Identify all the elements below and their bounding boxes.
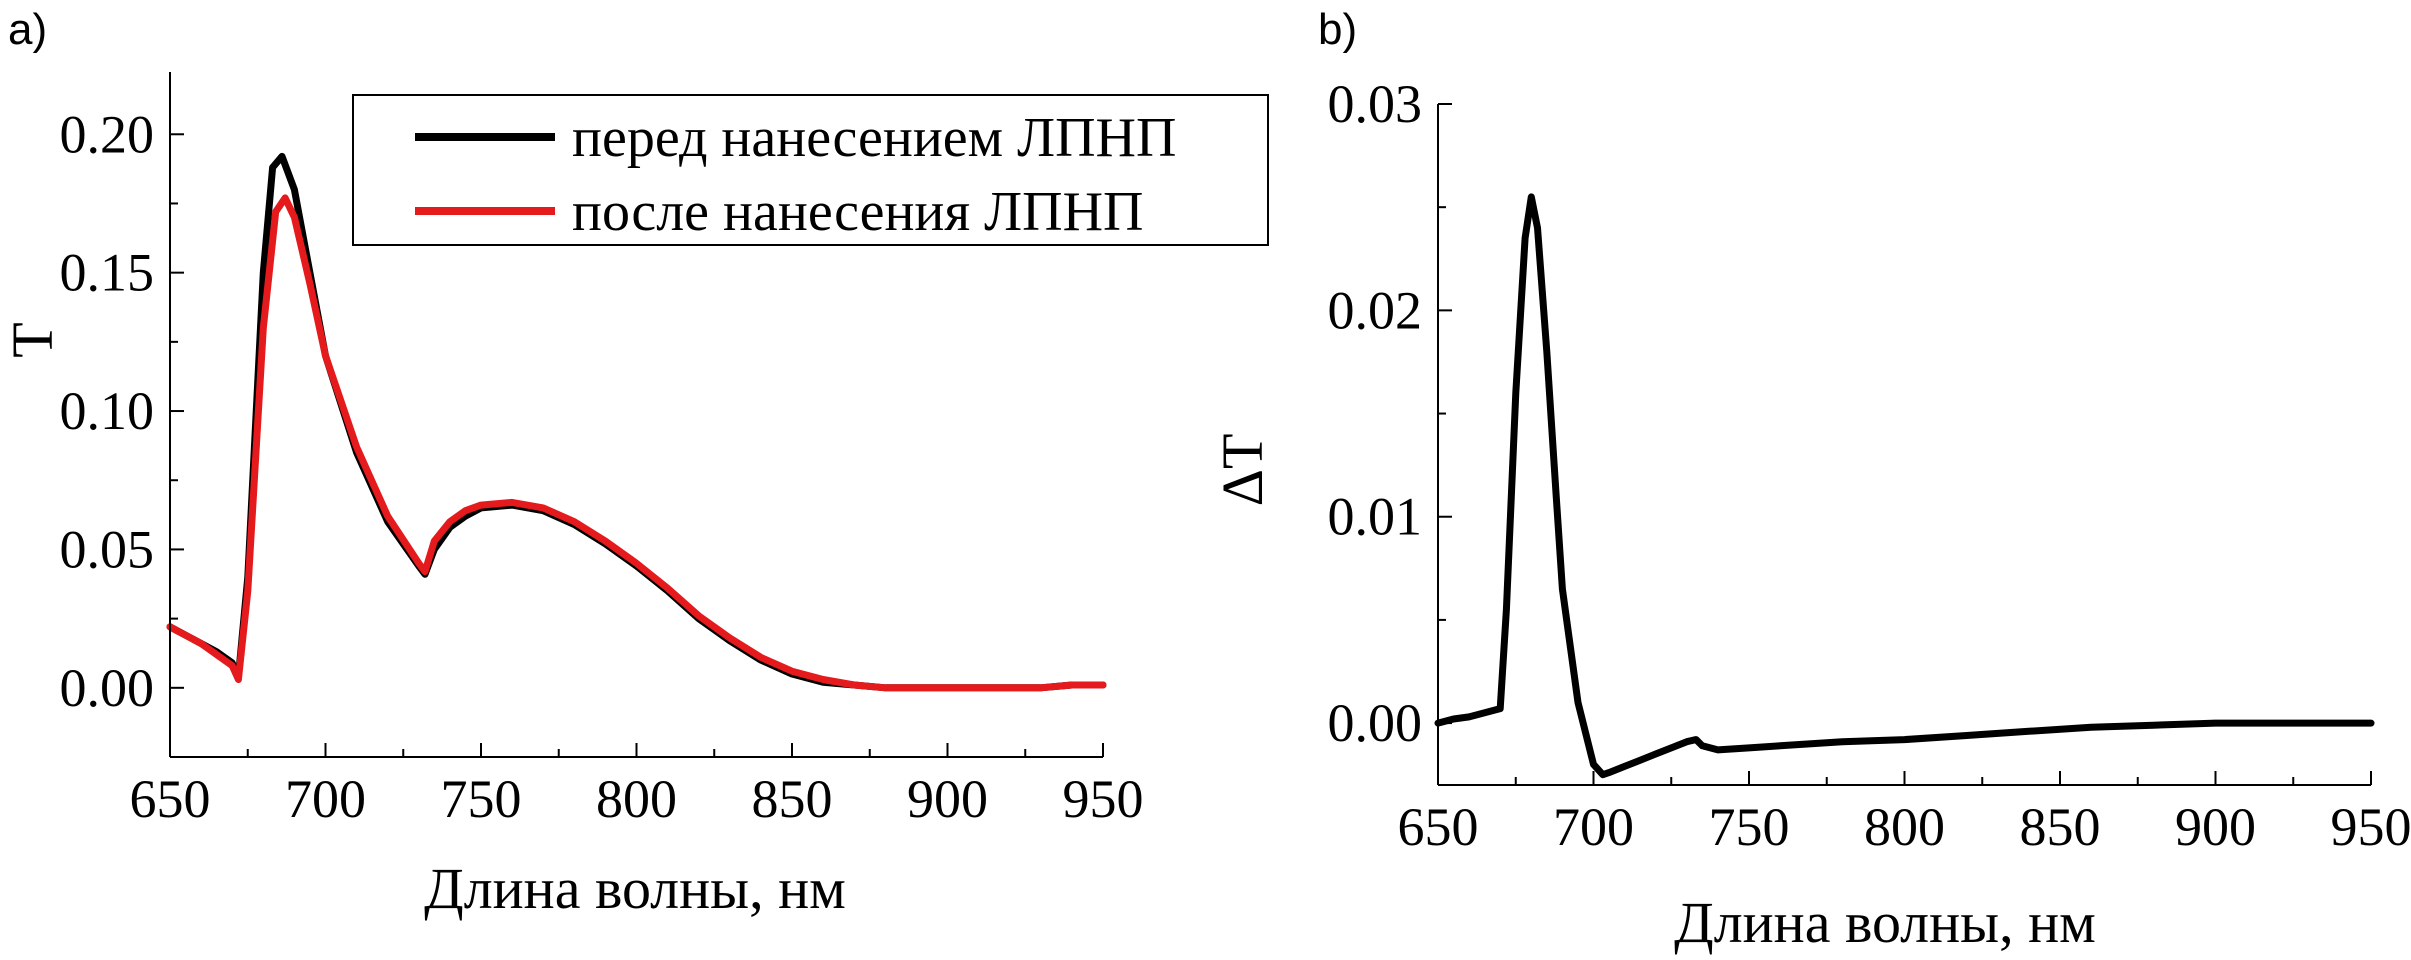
legend-label-after: после нанесения ЛПНП [572,181,1143,243]
x-tick-label: 900 [907,769,988,829]
x-tick-label: 650 [130,769,211,829]
panel-a-ylabel: T [0,322,65,357]
panel-a-label: a) [8,5,47,54]
panel-b-series-group [1434,193,2375,779]
panel-a-series-group [166,152,1107,692]
y-tick-label: 0.00 [60,658,155,718]
y-tick-label: 0.03 [1328,74,1423,134]
panel-a-chart: a) 650 700 750 800 850 900 950 0.00 0.05 0.10 0.15… [0,5,1269,921]
y-tick-label: 0.15 [60,243,155,303]
legend-label-before: перед нанесением ЛПНП [572,107,1176,169]
panel-a-axes: 650 700 750 800 850 900 950 0.00 0.05 0.10 0.15 0.2… [60,72,1144,829]
legend-frame [352,94,1269,246]
x-tick-label: 650 [1398,797,1479,857]
panel-b-axes: 650 700 750 800 850 900 950 0.00 0.01 0.02 0.03 [1328,74,2411,857]
y-tick-label: 0.01 [1328,487,1423,547]
panel-b-ylabel: ΔT [1210,434,1275,507]
x-tick-label: 750 [1709,797,1790,857]
x-tick-label: 700 [1553,797,1634,857]
x-tick-label: 950 [2331,797,2411,857]
x-tick-label: 700 [285,769,366,829]
panel-a-xlabel: Длина волны, нм [424,856,846,921]
x-tick-label: 900 [2175,797,2256,857]
y-tick-label: 0.02 [1328,280,1423,340]
y-tick-label: 0.00 [1328,693,1423,753]
x-tick-label: 850 [2020,797,2101,857]
panel-b-xlabel: Длина волны, нм [1674,890,2096,955]
panel-b-label: b) [1318,5,1357,54]
x-tick-label: 800 [1864,797,1945,857]
series-line-1 [166,194,1107,692]
difference-series-line [1434,193,2375,779]
x-tick-label: 850 [752,769,833,829]
legend: перед нанесением ЛПНП после нанесения ЛП… [352,94,1269,246]
x-tick-label: 800 [596,769,677,829]
panel-b-chart: b) 650 700 750 800 850 900 950 0.00 0.01 0.02 0.03… [1210,5,2411,955]
y-tick-label: 0.10 [60,381,155,441]
x-tick-label: 750 [441,769,522,829]
y-tick-label: 0.05 [60,519,155,579]
x-tick-label: 950 [1063,769,1144,829]
y-tick-label: 0.20 [60,104,155,164]
